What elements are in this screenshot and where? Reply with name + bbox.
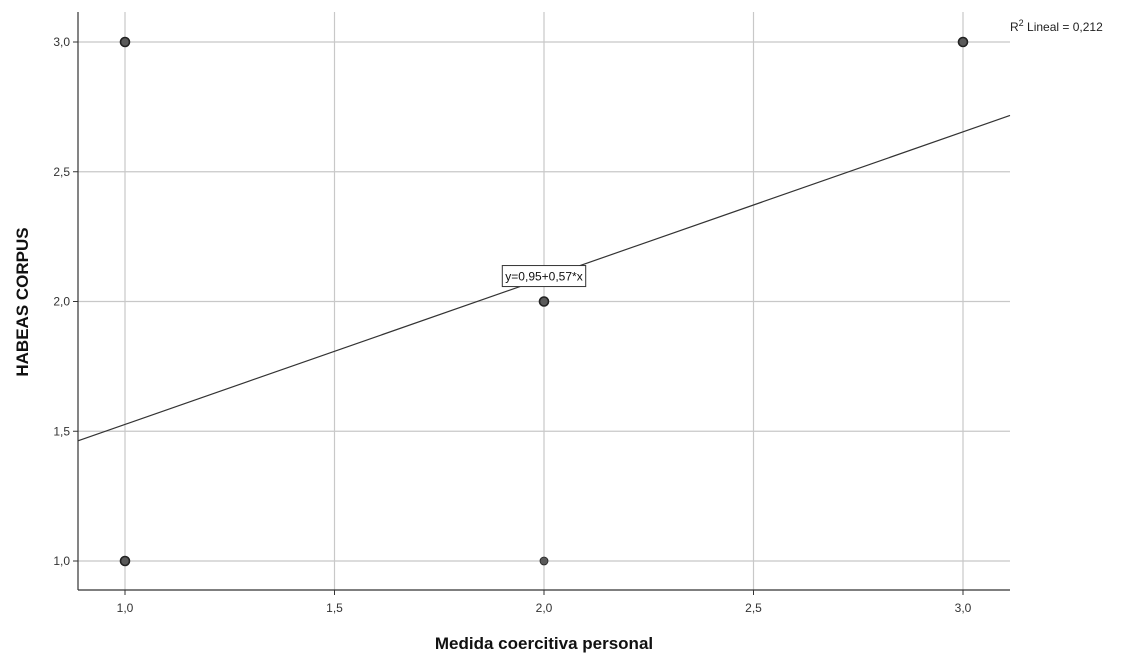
data-points <box>119 36 969 567</box>
data-point <box>119 555 131 567</box>
data-point <box>538 296 550 307</box>
equation-label-frame <box>501 265 587 288</box>
x-tick-label: 2,5 <box>745 601 762 615</box>
y-tick-label: 2,0 <box>53 295 70 309</box>
x-tick-label: 1,5 <box>326 601 343 615</box>
r-squared-superscript: 2 <box>1019 18 1024 28</box>
data-point <box>957 36 969 48</box>
data-point <box>119 36 131 48</box>
r-squared-prefix: R <box>1010 20 1019 34</box>
equation-label-box: y=0,95+0,57*x <box>501 265 587 288</box>
r-squared-value: Lineal = 0,212 <box>1024 20 1103 34</box>
x-tick-label: 3,0 <box>955 601 972 615</box>
x-tick-label: 2,0 <box>536 601 553 615</box>
x-axis-ticks: 1,0 1,5 2,0 2,5 3,0 <box>117 590 972 615</box>
x-axis-title: Medida coercitiva personal <box>435 634 653 653</box>
y-axis-title: HABEAS CORPUS <box>13 227 32 376</box>
data-point <box>539 556 549 566</box>
y-tick-label: 1,5 <box>53 424 70 438</box>
y-axis-ticks: 1,0 1,5 2,0 2,5 3,0 <box>53 35 78 568</box>
x-tick-label: 1,0 <box>117 601 134 615</box>
y-tick-label: 3,0 <box>53 35 70 49</box>
y-tick-label: 1,0 <box>53 554 70 568</box>
y-tick-label: 2,5 <box>53 165 70 179</box>
equation-label: y=0,95+0,57*x <box>505 270 582 284</box>
r-squared-label: R2 Lineal = 0,212 <box>1010 18 1103 34</box>
